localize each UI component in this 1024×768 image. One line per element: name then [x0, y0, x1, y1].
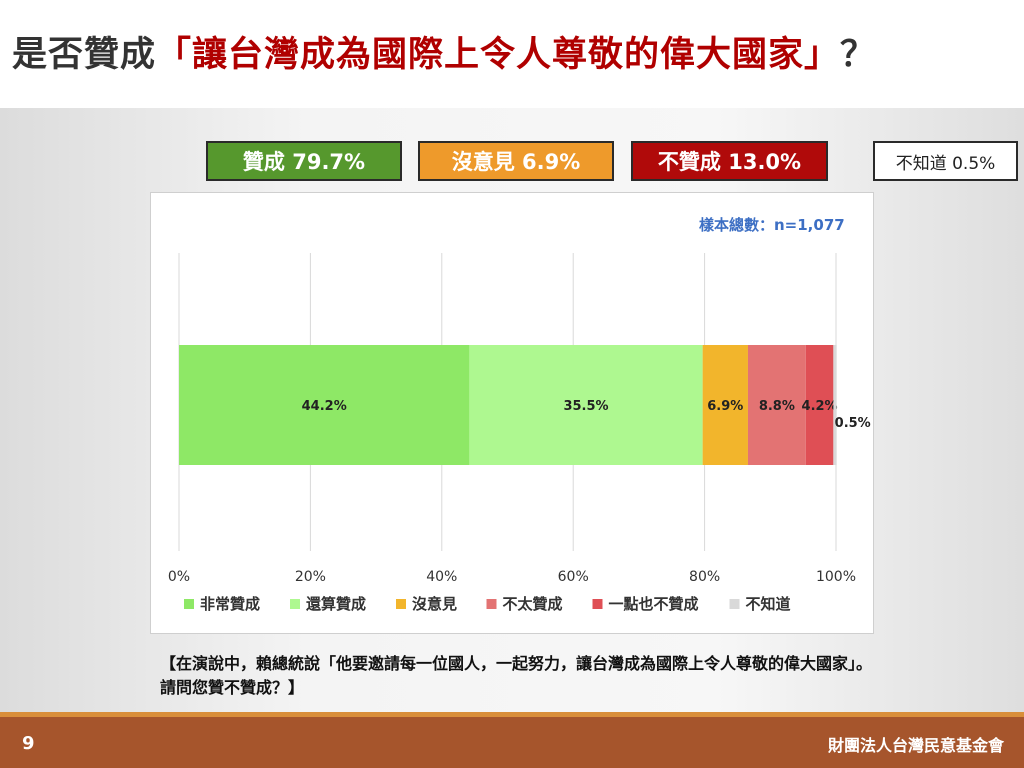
legend-label: 不知道	[746, 595, 791, 613]
data-label: 4.2%	[802, 399, 838, 414]
sample-size-note: 樣本總數：n=1,077	[699, 216, 845, 234]
page-title: 是否贊成「讓台灣成為國際上令人尊敬的偉大國家」？	[12, 35, 877, 75]
x-tick-label: 40%	[426, 569, 457, 585]
x-tick-label: 20%	[295, 569, 326, 585]
legend-label: 不太贊成	[503, 595, 563, 613]
data-label: 8.8%	[759, 399, 795, 414]
legend-swatch	[290, 599, 300, 609]
legend-swatch	[184, 599, 194, 609]
legend-swatch	[396, 599, 406, 609]
organization-name: 財團法人台灣民意基金會	[827, 736, 1004, 755]
bar-segment	[702, 345, 748, 465]
summary-neutral-box: 沒意見 6.9%	[418, 141, 614, 181]
legend-label: 非常贊成	[200, 595, 260, 613]
summary-agree-box: 贊成 79.7%	[206, 141, 402, 181]
legend-label: 一點也不贊成	[609, 595, 699, 613]
bar-segment	[747, 345, 806, 465]
legend-label: 還算贊成	[306, 595, 366, 613]
summary-disagree-box: 不贊成 13.0%	[631, 141, 828, 181]
data-label: 35.5%	[563, 399, 608, 414]
bar-segment	[833, 345, 837, 465]
x-tick-label: 100%	[816, 569, 856, 585]
x-tick-label: 0%	[168, 569, 190, 585]
stacked-bar-chart: 0% 20% 40% 60% 80% 100% 44.2% 35.5% 6.9% 8.8% 4.2%…	[168, 253, 871, 613]
question-text: 【在演說中，賴總統說「他要邀請每一位國人，一起努力，讓台灣成為國際上令人尊敬的偉…	[160, 654, 873, 697]
footer-accent-line	[0, 712, 1024, 717]
data-label: 0.5%	[835, 416, 871, 431]
legend-label: 沒意見	[412, 595, 457, 613]
page-number: 9	[22, 733, 35, 754]
summary-unknown-box: 不知道 0.5%	[873, 141, 1018, 181]
data-label: 44.2%	[302, 399, 347, 414]
legend-swatch	[729, 599, 740, 609]
bar-segment	[805, 345, 834, 465]
footer-bar	[0, 717, 1024, 768]
chart-panel: 0% 20% 40% 60% 80% 100% 44.2% 35.5% 6.9% 8.8% 4.2%…	[150, 192, 874, 634]
x-tick-label: 80%	[689, 569, 720, 585]
legend-swatch	[486, 599, 497, 609]
data-label: 6.9%	[707, 399, 743, 414]
x-tick-label: 60%	[558, 569, 589, 585]
legend-swatch	[592, 599, 603, 609]
bar-segment	[469, 345, 703, 465]
bar-segment	[179, 345, 470, 465]
